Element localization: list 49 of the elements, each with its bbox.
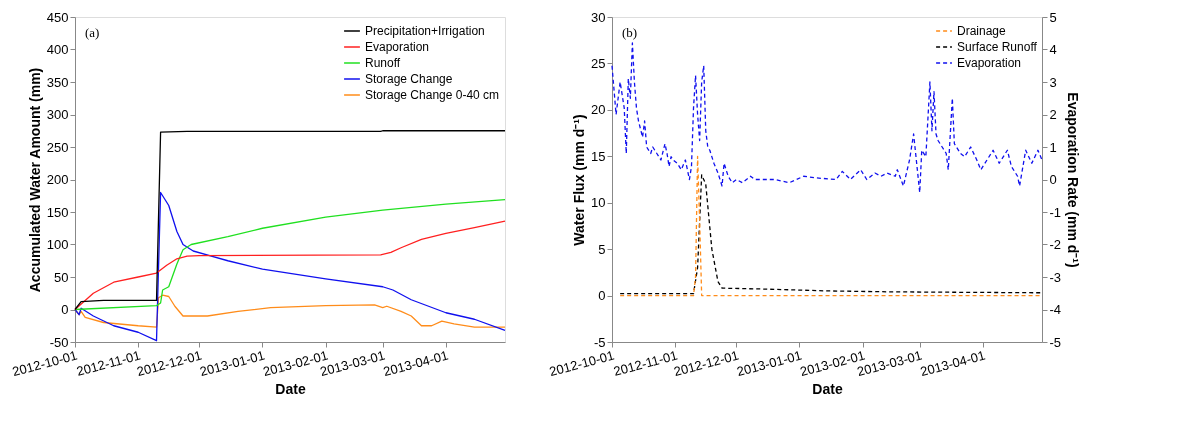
- y2-tick-label: -4: [1049, 302, 1062, 317]
- annotation: (a): [85, 25, 100, 40]
- y-tick-label: 200: [46, 172, 69, 187]
- y2-tick-label: 0: [1049, 172, 1057, 187]
- line-series: [74, 199, 506, 311]
- legend-label: Evaporation: [957, 56, 1022, 70]
- legend-label: Evaporation: [365, 40, 430, 54]
- y-tick-label: 150: [46, 204, 69, 220]
- y2-tick-label: 2: [1049, 107, 1057, 122]
- x-axis-title: Date: [812, 381, 843, 398]
- x-axis-title: Date: [275, 381, 306, 398]
- y-tick-label: 5: [598, 241, 606, 257]
- y2-tick-label: 5: [1049, 9, 1057, 25]
- legend-label: Storage Change: [365, 72, 453, 86]
- line-series: [74, 130, 506, 311]
- legend-label: Surface Runoff: [957, 40, 1038, 54]
- y2-tick-label: -1: [1049, 204, 1062, 220]
- y-tick-label: 400: [46, 42, 69, 57]
- y-tick-label: 300: [46, 107, 69, 122]
- y-tick-label: 100: [46, 237, 69, 252]
- y-tick-label: 15: [591, 148, 606, 164]
- y-axis-title: Water Flux (mm d⁻¹): [571, 114, 588, 246]
- legend-label: Runoff: [365, 56, 401, 70]
- y2-axis-title: Evaporation Rate (mm d⁻¹): [1065, 92, 1082, 268]
- line-series: [74, 220, 506, 311]
- y-tick-label: 350: [46, 74, 69, 90]
- y-tick-label: 25: [591, 55, 606, 71]
- legend-label: Precipitation+Irrigation: [365, 24, 485, 38]
- y2-tick-label: -3: [1049, 269, 1062, 285]
- annotation: (b): [622, 25, 638, 40]
- y2-tick-label: 1: [1049, 139, 1057, 155]
- y-tick-label: -5: [593, 334, 606, 350]
- y2-tick-label: -2: [1049, 237, 1062, 252]
- y-axis-title: Accumulated Water Amount (mm): [26, 67, 43, 293]
- y2-tick-label: 4: [1049, 42, 1057, 57]
- y2-tick-label: 3: [1049, 74, 1057, 90]
- line-series: [611, 42, 1043, 194]
- legend-label: Drainage: [957, 24, 1007, 38]
- y-tick-label: 250: [46, 139, 69, 155]
- y-tick-label: -50: [49, 334, 69, 350]
- y2-tick-label: -5: [1049, 334, 1062, 350]
- y-tick-label: 50: [54, 269, 69, 285]
- y-tick-label: 0: [598, 288, 606, 304]
- y-tick-label: 30: [591, 9, 606, 25]
- y-tick-label: 450: [46, 9, 69, 25]
- legend-label: Storage Change 0-40 cm: [365, 88, 500, 102]
- y-tick-label: 10: [591, 195, 606, 211]
- y-tick-label: 0: [61, 302, 69, 317]
- y-tick-label: 20: [591, 102, 606, 118]
